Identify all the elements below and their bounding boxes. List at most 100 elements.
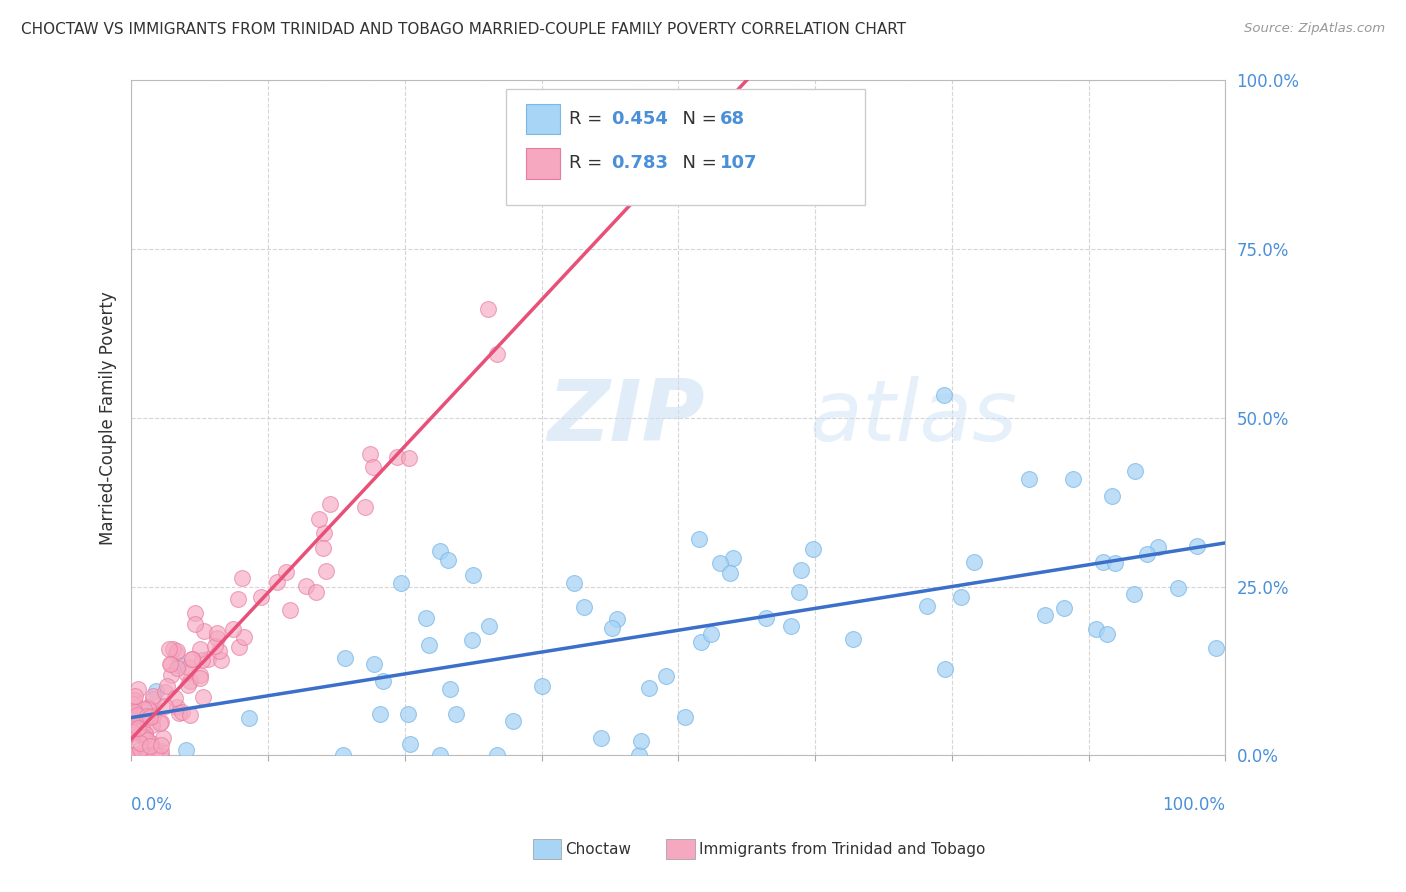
Point	[233, 630, 256, 644]
Point	[688, 533, 710, 547]
Text: ZIP: ZIP	[547, 376, 704, 459]
Point	[721, 551, 744, 566]
Point	[429, 748, 451, 763]
Point	[136, 701, 159, 715]
Point	[174, 743, 197, 757]
Point	[1018, 472, 1040, 486]
Text: 0.454: 0.454	[612, 110, 668, 128]
Point	[333, 650, 356, 665]
Point	[308, 512, 330, 526]
Point	[444, 706, 467, 721]
Point	[179, 708, 201, 723]
Point	[755, 611, 778, 625]
Point	[311, 541, 333, 555]
Point	[134, 726, 156, 740]
Text: N =: N =	[671, 110, 723, 128]
Point	[155, 698, 177, 713]
Point	[205, 625, 228, 640]
Point	[208, 644, 231, 658]
Point	[396, 707, 419, 722]
Point	[1053, 601, 1076, 615]
Text: Immigrants from Trinidad and Tobago: Immigrants from Trinidad and Tobago	[699, 842, 986, 856]
Point	[1205, 641, 1227, 656]
Point	[165, 646, 187, 660]
Point	[184, 617, 207, 632]
Point	[1167, 581, 1189, 595]
Point	[363, 657, 385, 671]
Point	[136, 700, 159, 714]
Point	[709, 557, 731, 571]
Point	[231, 571, 253, 585]
Point	[314, 525, 336, 540]
Point	[574, 599, 596, 614]
Text: 0.0%: 0.0%	[131, 796, 173, 814]
Point	[486, 347, 509, 361]
Point	[142, 692, 165, 706]
Point	[160, 667, 183, 681]
Point	[278, 603, 301, 617]
Point	[132, 730, 155, 744]
Point	[122, 697, 145, 711]
Point	[122, 709, 145, 723]
Point	[436, 553, 458, 567]
Point	[132, 702, 155, 716]
Point	[502, 714, 524, 728]
Point	[191, 653, 214, 667]
Point	[142, 709, 165, 723]
Point	[689, 635, 711, 649]
Text: atlas: atlas	[810, 376, 1018, 459]
Point	[166, 700, 188, 714]
Point	[124, 689, 146, 703]
Point	[136, 709, 159, 723]
Point	[150, 748, 173, 763]
Point	[319, 497, 342, 511]
Point	[461, 568, 484, 582]
Point	[389, 576, 412, 591]
Point	[361, 459, 384, 474]
Point	[398, 738, 420, 752]
Point	[638, 681, 661, 695]
Point	[197, 652, 219, 666]
Point	[304, 585, 326, 599]
Point	[131, 718, 153, 732]
Point	[429, 544, 451, 558]
Point	[129, 736, 152, 750]
Point	[673, 710, 696, 724]
Point	[485, 748, 508, 763]
Point	[122, 714, 145, 728]
Point	[250, 590, 273, 604]
Point	[315, 564, 337, 578]
Point	[180, 652, 202, 666]
Point	[787, 585, 810, 599]
Point	[628, 748, 651, 763]
Point	[530, 679, 553, 693]
Point	[460, 632, 482, 647]
Point	[1033, 607, 1056, 622]
Point	[145, 747, 167, 762]
Text: Source: ZipAtlas.com: Source: ZipAtlas.com	[1244, 22, 1385, 36]
Point	[156, 679, 179, 693]
Point	[162, 642, 184, 657]
Point	[141, 736, 163, 750]
Text: 107: 107	[720, 154, 758, 172]
Point	[332, 748, 354, 763]
Text: 0.783: 0.783	[612, 154, 669, 172]
Point	[135, 733, 157, 747]
Point	[562, 575, 585, 590]
Point	[177, 678, 200, 692]
Point	[1104, 556, 1126, 570]
Point	[181, 651, 204, 665]
Point	[122, 748, 145, 763]
Point	[226, 591, 249, 606]
Point	[963, 555, 986, 569]
Point	[149, 716, 172, 731]
Text: R =: R =	[569, 110, 609, 128]
Point	[167, 658, 190, 673]
Point	[1101, 489, 1123, 503]
Point	[129, 741, 152, 756]
Point	[145, 683, 167, 698]
Point	[188, 668, 211, 682]
Point	[152, 731, 174, 746]
Point	[932, 388, 955, 402]
Point	[238, 711, 260, 725]
